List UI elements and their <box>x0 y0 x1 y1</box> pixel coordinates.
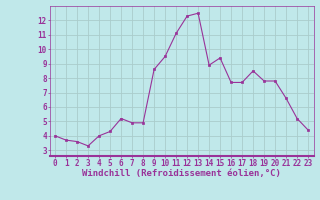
X-axis label: Windchill (Refroidissement éolien,°C): Windchill (Refroidissement éolien,°C) <box>82 169 281 178</box>
